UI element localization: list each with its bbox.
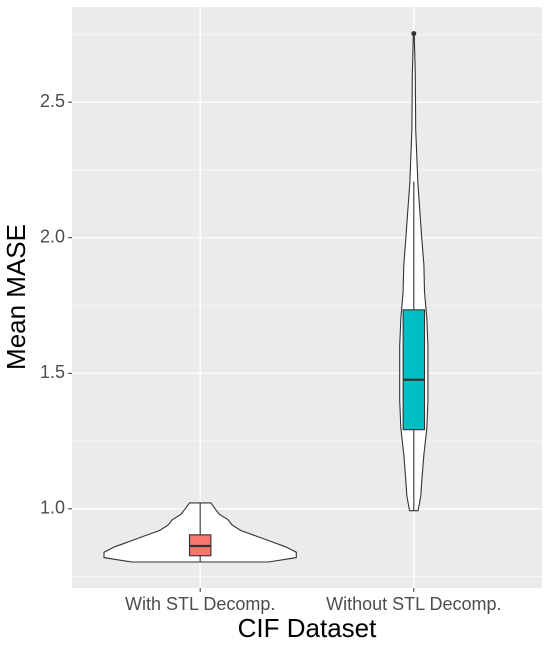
y-axis-title: Mean MASE [1,224,31,370]
y-tick-label: 2.0 [40,226,65,246]
x-tick-label: Without STL Decomp. [326,594,501,614]
y-tick-label: 2.5 [40,91,65,111]
x-axis-title: CIF Dataset [238,613,377,643]
y-tick-label: 1.0 [40,498,65,518]
panel [72,7,542,588]
x-tick-label: With STL Decomp. [125,594,275,614]
box [402,309,426,431]
outlier [411,31,417,37]
y-tick-label: 1.5 [40,362,65,382]
